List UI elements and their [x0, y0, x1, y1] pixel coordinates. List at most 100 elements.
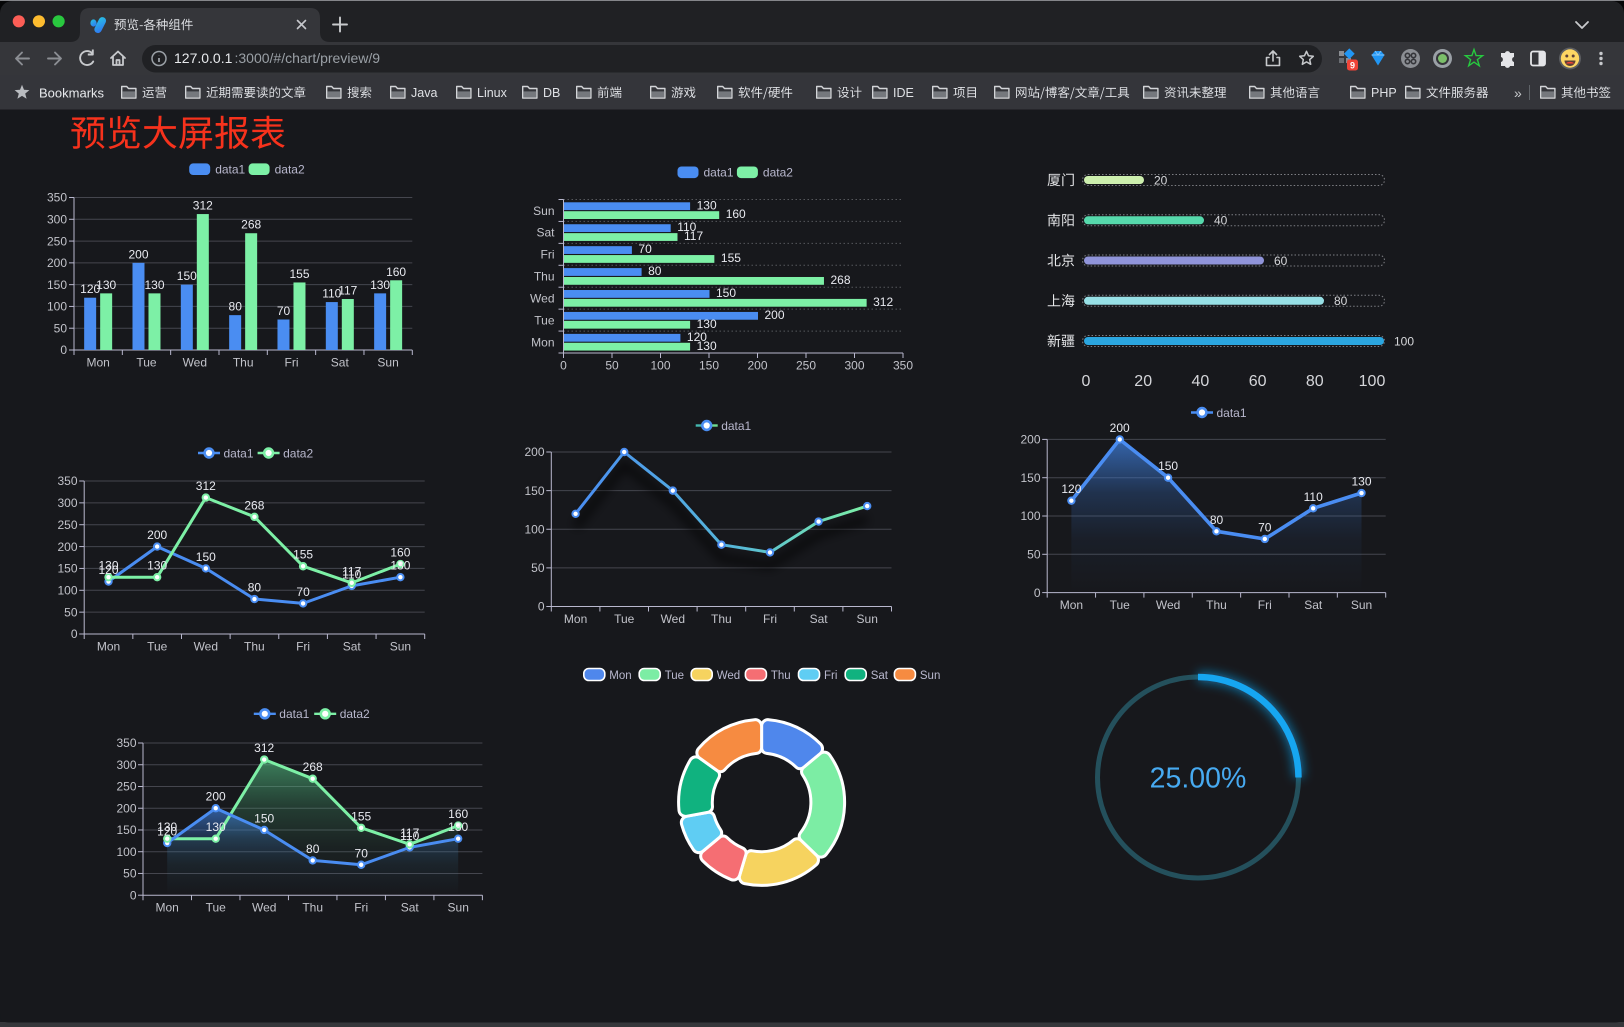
svg-text:200: 200 — [206, 790, 226, 804]
svg-text:120: 120 — [98, 563, 118, 577]
svg-text:100: 100 — [1020, 509, 1040, 523]
svg-text:100: 100 — [116, 845, 136, 859]
svg-text:200: 200 — [747, 359, 767, 373]
svg-text:50: 50 — [531, 561, 545, 575]
svg-text:268: 268 — [241, 218, 261, 232]
svg-text:Thu: Thu — [534, 270, 555, 284]
svg-text:DB: DB — [543, 86, 560, 100]
svg-text:Sun: Sun — [377, 356, 398, 370]
svg-text:312: 312 — [254, 741, 274, 755]
svg-text:200: 200 — [147, 528, 167, 542]
svg-text:50: 50 — [605, 359, 619, 373]
svg-text:Fri: Fri — [354, 901, 368, 915]
svg-text:»: » — [1514, 85, 1522, 101]
svg-text:130: 130 — [390, 559, 410, 573]
svg-text:data2: data2 — [275, 163, 305, 177]
svg-text:110: 110 — [322, 287, 341, 301]
svg-text:130: 130 — [147, 559, 167, 573]
svg-text:50: 50 — [64, 605, 78, 619]
svg-text:120: 120 — [687, 330, 707, 344]
svg-text:Sat: Sat — [871, 670, 889, 682]
svg-text:350: 350 — [57, 474, 77, 488]
svg-text:Tue: Tue — [136, 356, 157, 370]
svg-text:25.00%: 25.00% — [1150, 763, 1247, 795]
svg-text:Wed: Wed — [1156, 598, 1180, 612]
svg-text:data2: data2 — [340, 707, 370, 721]
svg-text:250: 250 — [116, 780, 136, 794]
svg-text:110: 110 — [1304, 490, 1323, 504]
svg-text:data1: data1 — [224, 446, 254, 460]
svg-text:50: 50 — [1027, 548, 1041, 562]
svg-text:data1: data1 — [1217, 406, 1247, 420]
svg-text:Tue: Tue — [665, 670, 684, 682]
svg-text:40: 40 — [1214, 214, 1228, 228]
svg-text:Mon: Mon — [87, 356, 110, 370]
svg-text:Thu: Thu — [233, 356, 254, 370]
svg-text:160: 160 — [726, 207, 746, 221]
svg-text:150: 150 — [716, 286, 736, 300]
svg-text:Fri: Fri — [824, 670, 837, 682]
svg-text:Java: Java — [411, 86, 437, 100]
svg-text:Fri: Fri — [763, 612, 777, 626]
svg-text:Tue: Tue — [206, 901, 227, 915]
svg-text:155: 155 — [721, 251, 741, 265]
svg-text:data2: data2 — [283, 446, 313, 460]
svg-text:130: 130 — [98, 559, 118, 573]
svg-text:250: 250 — [796, 359, 816, 373]
svg-text:150: 150 — [196, 550, 216, 564]
svg-text:80: 80 — [306, 842, 320, 856]
svg-text:160: 160 — [386, 265, 406, 279]
svg-text:130: 130 — [96, 278, 116, 292]
svg-text:150: 150 — [177, 269, 197, 283]
svg-text:Mon: Mon — [1060, 598, 1083, 612]
svg-text:Tue: Tue — [147, 640, 168, 654]
svg-text:Mon: Mon — [564, 612, 587, 626]
svg-text:Sun: Sun — [533, 204, 554, 218]
svg-text:150: 150 — [47, 278, 67, 292]
svg-text:200: 200 — [524, 445, 544, 459]
svg-text:200: 200 — [1020, 433, 1040, 447]
svg-text:160: 160 — [390, 546, 410, 560]
svg-text:268: 268 — [831, 273, 851, 287]
svg-text:312: 312 — [196, 479, 216, 493]
svg-text:data1: data1 — [721, 419, 751, 433]
svg-text:Sun: Sun — [448, 901, 469, 915]
svg-text:Sat: Sat — [810, 612, 829, 626]
svg-text:Sat: Sat — [536, 226, 555, 240]
svg-text:Sun: Sun — [390, 640, 411, 654]
svg-text:150: 150 — [116, 823, 136, 837]
svg-text:350: 350 — [893, 359, 913, 373]
svg-text:110: 110 — [677, 220, 696, 234]
svg-text:Sun: Sun — [1351, 598, 1372, 612]
svg-text:Sun: Sun — [920, 670, 940, 682]
svg-text:data1: data1 — [279, 707, 309, 721]
svg-text:9: 9 — [1350, 60, 1355, 70]
svg-text:80: 80 — [229, 300, 243, 314]
svg-text:200: 200 — [57, 540, 77, 554]
svg-text:Tue: Tue — [614, 612, 635, 626]
svg-text:20: 20 — [1134, 373, 1152, 390]
svg-text:150: 150 — [1020, 471, 1040, 485]
svg-text:20: 20 — [1154, 173, 1168, 187]
svg-text:Wed: Wed — [717, 670, 740, 682]
svg-text:312: 312 — [193, 199, 213, 213]
svg-text:0: 0 — [1082, 373, 1091, 390]
svg-text:155: 155 — [293, 548, 313, 562]
svg-text:80: 80 — [248, 581, 262, 595]
svg-text:Thu: Thu — [771, 670, 791, 682]
svg-text:Thu: Thu — [1206, 598, 1227, 612]
svg-text:250: 250 — [57, 518, 77, 532]
svg-text:Wed: Wed — [661, 612, 685, 626]
svg-text:Fri: Fri — [1258, 598, 1272, 612]
svg-text:130: 130 — [370, 278, 390, 292]
svg-text:200: 200 — [765, 308, 785, 322]
svg-text:200: 200 — [128, 247, 148, 261]
svg-text:100: 100 — [524, 523, 544, 537]
svg-text:50: 50 — [54, 321, 68, 335]
svg-text:data2: data2 — [763, 166, 793, 180]
svg-text:100: 100 — [47, 300, 67, 314]
svg-text:300: 300 — [116, 758, 136, 772]
svg-text:40: 40 — [1192, 373, 1210, 390]
svg-text:80: 80 — [1334, 294, 1348, 308]
svg-text:100: 100 — [1394, 334, 1414, 348]
